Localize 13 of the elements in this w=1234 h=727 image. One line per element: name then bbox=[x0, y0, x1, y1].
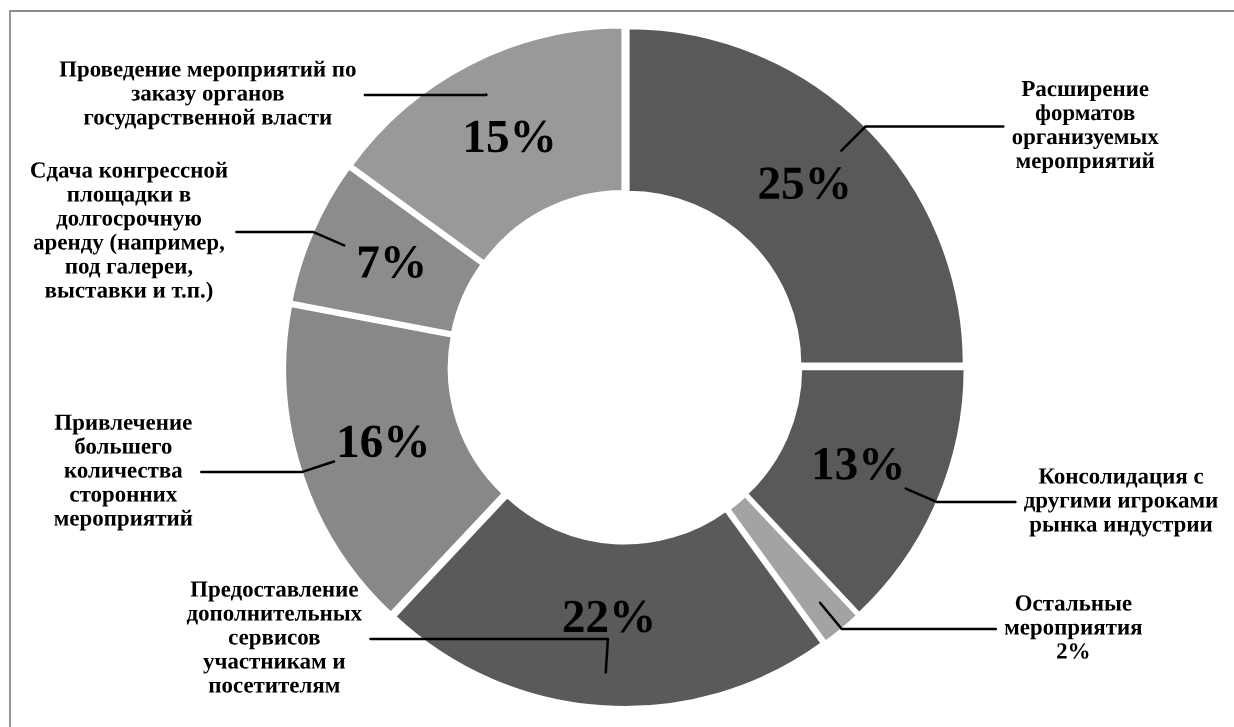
slice-label: Предоставление дополнительных сервисов участникам и посетителям bbox=[186, 581, 363, 693]
data-label: 13% bbox=[814, 447, 902, 480]
data-label: 25% bbox=[759, 167, 848, 200]
data-label: 7% bbox=[359, 246, 423, 279]
slice-label: Остальные мероприятия 2% bbox=[1004, 595, 1142, 659]
data-label: 15% bbox=[466, 120, 553, 153]
slice-label: Расширение форматов организуемых мероприятий bbox=[1012, 81, 1159, 173]
data-label: 22% bbox=[563, 600, 652, 633]
slice-label: Сдача конгрессной площадки в долгосрочную аренду (например, под галереи, выставки и т.п.) bbox=[31, 161, 228, 303]
data-label: 16% bbox=[339, 425, 427, 458]
slice-label: Консолидация с другими игроками рынка индустрии bbox=[1024, 468, 1218, 537]
slice-label: Привлечение большего количества сторонних мероприятий bbox=[54, 414, 193, 531]
slice-label: Проведение мероприятий по заказу органов государственной власти bbox=[59, 60, 356, 130]
